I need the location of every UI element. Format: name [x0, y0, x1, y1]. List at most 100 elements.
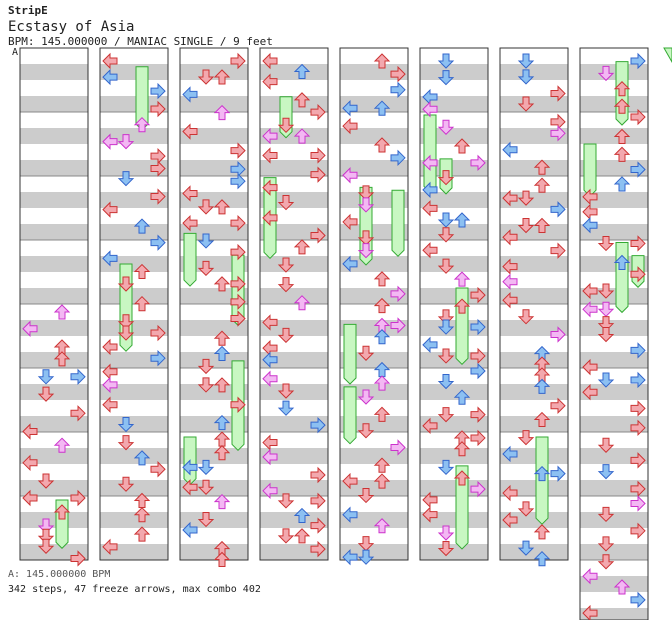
measure-stripe: [20, 64, 88, 80]
step-arrow: [582, 568, 598, 585]
step-arrow: [390, 149, 406, 167]
measure-stripe: [260, 192, 328, 208]
step-arrow: [613, 254, 631, 270]
measure-stripe: [100, 512, 168, 528]
step-arrow: [213, 431, 231, 447]
bpm-legend: A: 145.000000 BPM: [8, 569, 111, 580]
step-arrow: [533, 177, 551, 193]
measure-stripe: [420, 192, 488, 208]
step-arrow: [630, 161, 646, 178]
measure-stripe: [260, 256, 328, 272]
step-arrow: [597, 372, 615, 388]
step-arrow: [262, 482, 278, 500]
step-arrow: [197, 479, 215, 495]
step-arrow: [390, 439, 406, 456]
step-arrow: [310, 416, 326, 434]
step-arrow: [293, 92, 311, 108]
measure-stripe: [420, 64, 488, 80]
step-arrow: [437, 70, 455, 86]
step-arrow: [437, 53, 455, 69]
step-arrow: [277, 493, 295, 509]
step-arrow: [102, 396, 118, 413]
step-arrow: [582, 282, 598, 300]
step-arrow: [630, 591, 646, 609]
step-arrow: [597, 235, 615, 252]
step-arrow: [230, 396, 246, 413]
step-arrow: [597, 506, 615, 523]
step-arrow: [517, 96, 535, 112]
step-arrow: [230, 142, 246, 159]
step-arrow: [437, 212, 455, 228]
measure-stripe: [580, 512, 648, 528]
step-arrow: [357, 423, 375, 439]
step-arrow: [342, 548, 358, 566]
measure-stripe: [20, 96, 88, 112]
step-arrow: [502, 511, 518, 529]
step-arrow: [470, 286, 486, 304]
step-arrow: [437, 258, 455, 274]
step-arrow: [37, 538, 55, 554]
step-arrow: [197, 69, 215, 85]
step-arrow: [630, 419, 646, 437]
measure-stripe: [340, 416, 408, 432]
step-arrow: [230, 52, 246, 70]
step-arrow: [517, 53, 535, 69]
step-arrow: [437, 407, 455, 423]
step-arrow: [502, 273, 518, 290]
chart-column: [579, 47, 649, 620]
step-arrow: [517, 430, 535, 446]
step-arrow: [373, 297, 391, 314]
step-arrow: [357, 345, 375, 361]
step-arrow: [230, 293, 246, 311]
measure-stripe: [260, 128, 328, 144]
step-arrow: [197, 199, 215, 215]
freeze-arrow: [455, 465, 469, 550]
step-arrow: [422, 181, 438, 199]
measure-stripe: [180, 64, 248, 80]
step-arrow: [277, 383, 295, 399]
step-arrow: [582, 604, 598, 620]
step-arrow: [613, 128, 631, 144]
step-arrow: [230, 275, 246, 293]
step-arrow: [53, 351, 71, 367]
measure-stripe: [420, 256, 488, 272]
chart-column: [179, 47, 249, 561]
step-arrow: [150, 100, 166, 118]
step-arrow: [502, 141, 518, 158]
chart-column: [19, 47, 89, 561]
measure-stripe: [20, 512, 88, 528]
step-arrow: [373, 457, 391, 473]
step-arrow: [357, 549, 375, 565]
step-arrow: [197, 260, 215, 277]
step-arrow: [182, 479, 198, 496]
measure-stripe: [500, 544, 568, 560]
measure-stripe: [580, 96, 648, 112]
step-arrow: [293, 239, 311, 255]
measure-stripe: [420, 448, 488, 464]
measure-stripe: [260, 96, 328, 112]
step-arrow: [597, 65, 615, 82]
measure-stripe: [500, 352, 568, 368]
step-arrow: [102, 250, 118, 267]
step-arrow: [277, 528, 295, 544]
step-arrow: [117, 435, 135, 451]
step-arrow: [150, 461, 166, 478]
step-arrow: [293, 63, 311, 80]
step-arrow: [133, 450, 151, 466]
measure-stripe: [180, 384, 248, 400]
chart-column: [259, 47, 329, 561]
measure-stripe: [260, 352, 328, 368]
step-arrow: [213, 104, 231, 121]
step-arrow: [437, 348, 455, 364]
step-arrow: [437, 119, 455, 135]
step-arrow: [373, 406, 391, 422]
step-arrow: [630, 452, 646, 469]
measure-stripe: [580, 64, 648, 80]
step-arrow: [630, 52, 646, 70]
step-arrow: [582, 384, 598, 401]
measure-stripe: [20, 384, 88, 400]
step-arrow: [262, 127, 278, 145]
song-title: Ecstasy of Asia: [8, 19, 135, 35]
measure-stripe: [180, 320, 248, 336]
step-arrow: [533, 159, 551, 175]
